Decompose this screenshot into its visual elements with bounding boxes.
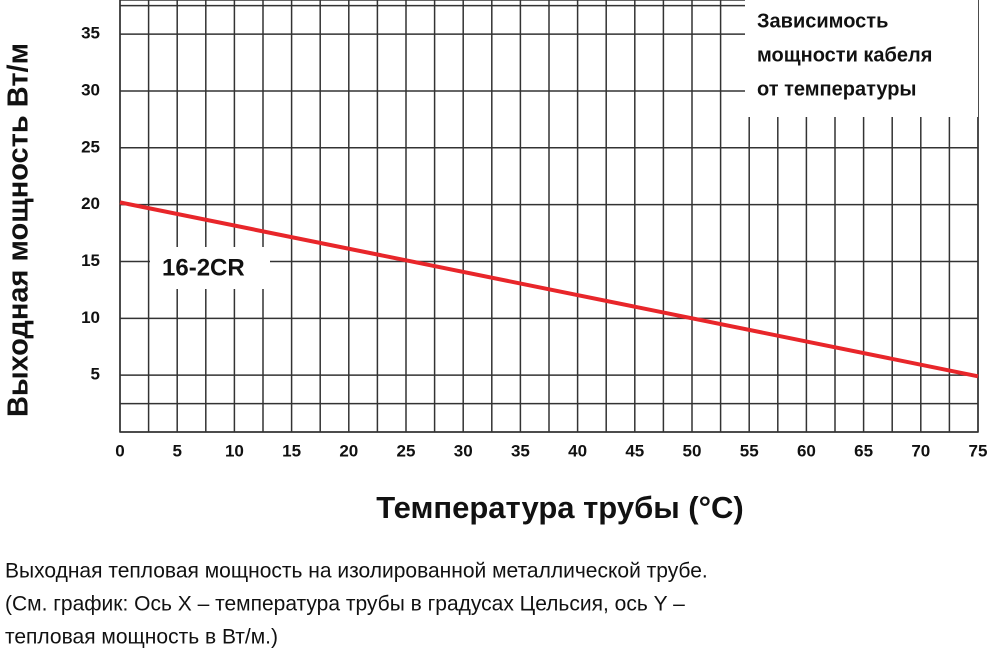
x-tick-label: 35: [511, 441, 530, 460]
x-tick-label: 20: [339, 441, 358, 460]
y-tick-label: 25: [81, 137, 100, 156]
caption: Выходная тепловая мощность на изолирован…: [5, 560, 708, 583]
y-tick-label: 35: [81, 24, 100, 43]
x-tick-label: 10: [225, 441, 244, 460]
x-tick-label: 5: [172, 441, 181, 460]
x-tick-label: 75: [969, 441, 988, 460]
x-tick-label: 65: [854, 441, 873, 460]
x-axis-label: Температура трубы (°C): [376, 490, 744, 525]
x-tick-label: 45: [625, 441, 644, 460]
x-tick-label: 40: [568, 441, 587, 460]
y-tick-label: 30: [81, 80, 100, 99]
x-tick-label: 15: [282, 441, 301, 460]
caption: тепловая мощность в Вт/м.): [5, 626, 278, 649]
plot-frame: [119, 0, 979, 433]
caption: (См. график: Ось X – температура трубы в…: [5, 593, 685, 616]
x-tick-label: 50: [683, 441, 702, 460]
x-tick-label: 55: [740, 441, 759, 460]
legend-label: 16-2CR: [162, 254, 245, 281]
y-tick-label: 15: [81, 251, 100, 270]
x-tick-label: 0: [115, 441, 124, 460]
y-tick-label: 10: [81, 308, 100, 327]
x-tick-label: 30: [454, 441, 473, 460]
legend-box: [150, 247, 270, 289]
y-tick-label: 20: [81, 194, 100, 213]
x-tick-label: 25: [397, 441, 416, 460]
x-tick-label: 60: [797, 441, 816, 460]
y-axis-label: Выходная мощность Вт/м: [3, 43, 35, 417]
y-tick-label: 5: [91, 365, 100, 384]
title-box: [745, 0, 978, 117]
chart-title: от температуры: [757, 78, 917, 100]
chart-title: Зависимость: [757, 10, 888, 32]
chart-title: мощности кабеля: [757, 44, 932, 66]
x-tick-label: 70: [911, 441, 930, 460]
series-line: [119, 200, 979, 379]
